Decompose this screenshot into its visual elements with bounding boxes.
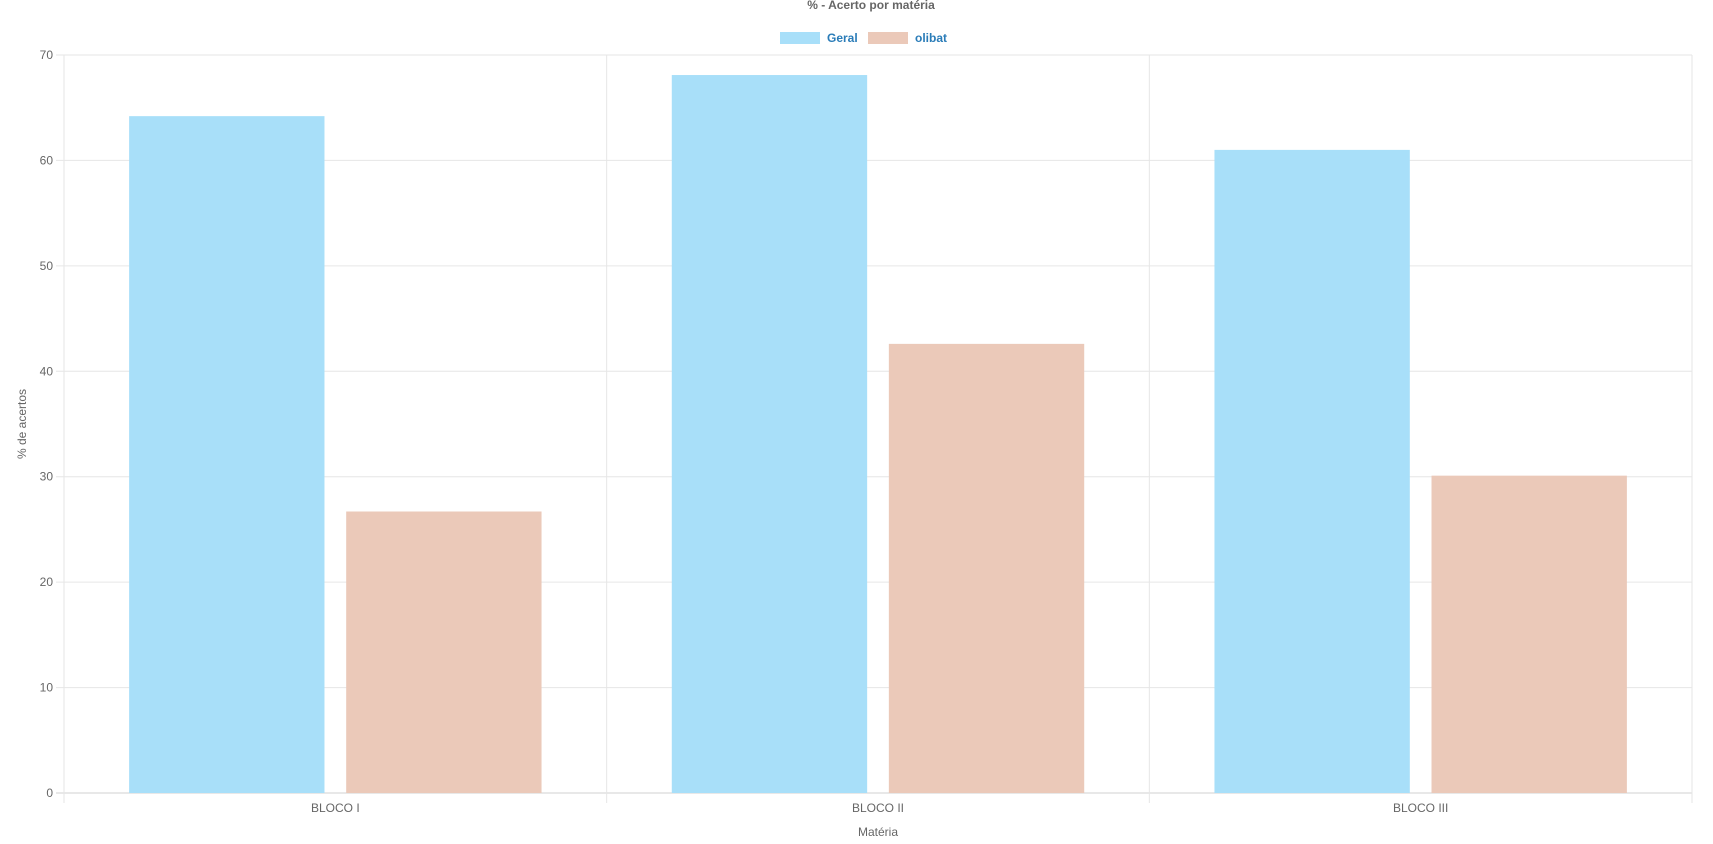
bar-geral-bloco-iii[interactable] — [1214, 149, 1410, 793]
y-axis-label: % de acertos — [15, 389, 29, 459]
y-tick-label: 20 — [40, 575, 54, 589]
bar-geral-bloco-i[interactable] — [129, 116, 325, 794]
legend-label-olibat[interactable]: olibat — [915, 31, 947, 45]
x-tick-label: BLOCO I — [311, 801, 360, 815]
grid — [56, 54, 1693, 803]
y-tick-label: 60 — [40, 153, 54, 167]
legend-swatch-geral[interactable] — [780, 32, 820, 44]
bars — [129, 75, 1627, 794]
x-axis-label: Matéria — [858, 825, 898, 839]
x-tick-label: BLOCO II — [852, 801, 904, 815]
y-tick-label: 30 — [40, 470, 54, 484]
y-tick-label: 10 — [40, 681, 54, 695]
x-tick-label: BLOCO III — [1393, 801, 1448, 815]
y-tick-label: 50 — [40, 259, 54, 273]
legend-label-geral[interactable]: Geral — [827, 31, 858, 45]
y-tick-label: 0 — [46, 786, 53, 800]
legend-swatch-olibat[interactable] — [868, 32, 908, 44]
bar-olibat-bloco-i[interactable] — [346, 511, 542, 793]
chart-title: % - Acerto por matéria — [807, 0, 935, 12]
axes: 0 10 20 30 40 50 60 70 BLOCO I BLOCO II BLOCO III — [40, 48, 1449, 815]
y-tick-label: 40 — [40, 364, 54, 378]
bar-geral-bloco-ii[interactable] — [671, 75, 868, 793]
bar-olibat-bloco-ii[interactable] — [888, 343, 1085, 793]
legend: Geral olibat — [780, 31, 947, 45]
bar-olibat-bloco-iii[interactable] — [1431, 475, 1627, 793]
y-tick-label: 70 — [40, 48, 54, 62]
